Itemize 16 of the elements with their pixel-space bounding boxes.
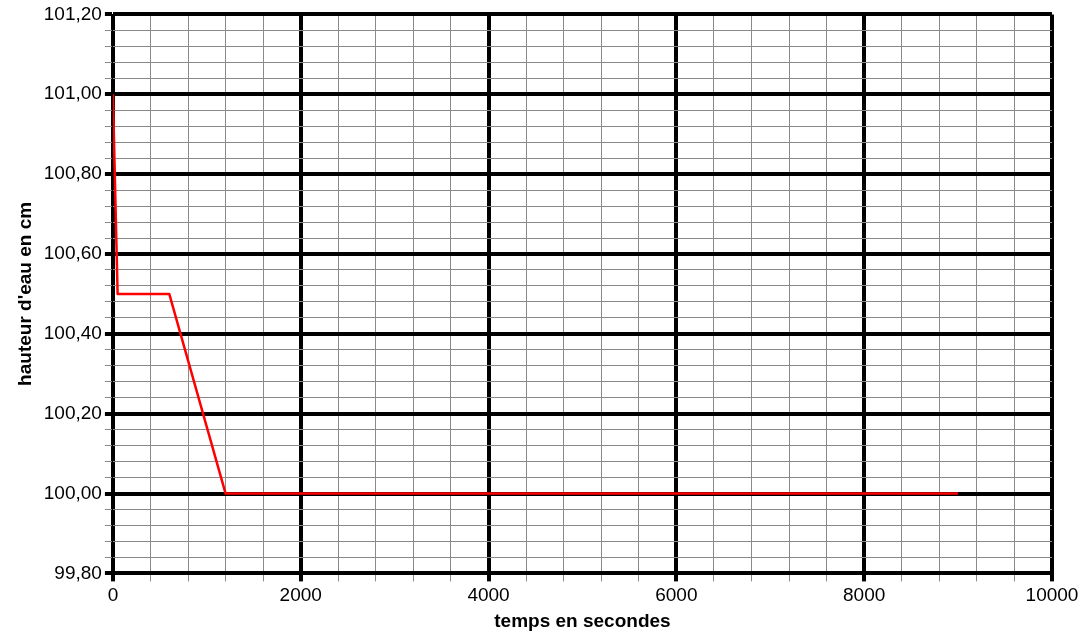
x-tick-label: 4000 [467, 584, 510, 606]
x-tick-label: 10000 [1025, 584, 1079, 606]
x-tick-label: 6000 [655, 584, 698, 606]
y-tick-label: 100,00 [43, 481, 102, 503]
y-tick-label: 100,60 [43, 242, 102, 264]
x-tick-label: 0 [107, 584, 119, 606]
x-tick-label: 2000 [279, 584, 322, 606]
y-axis-title: hauteur d'eau en cm [13, 201, 35, 386]
y-tick-label: 101,00 [43, 82, 102, 104]
y-tick-label: 99,80 [54, 561, 102, 583]
x-axis-title: temps en secondes [494, 609, 671, 631]
y-tick-label: 101,20 [43, 2, 102, 24]
y-tick-label: 100,40 [43, 322, 102, 344]
y-tick-label: 100,80 [43, 162, 102, 184]
y-tick-label: 100,20 [43, 401, 102, 423]
x-tick-label: 8000 [843, 584, 886, 606]
